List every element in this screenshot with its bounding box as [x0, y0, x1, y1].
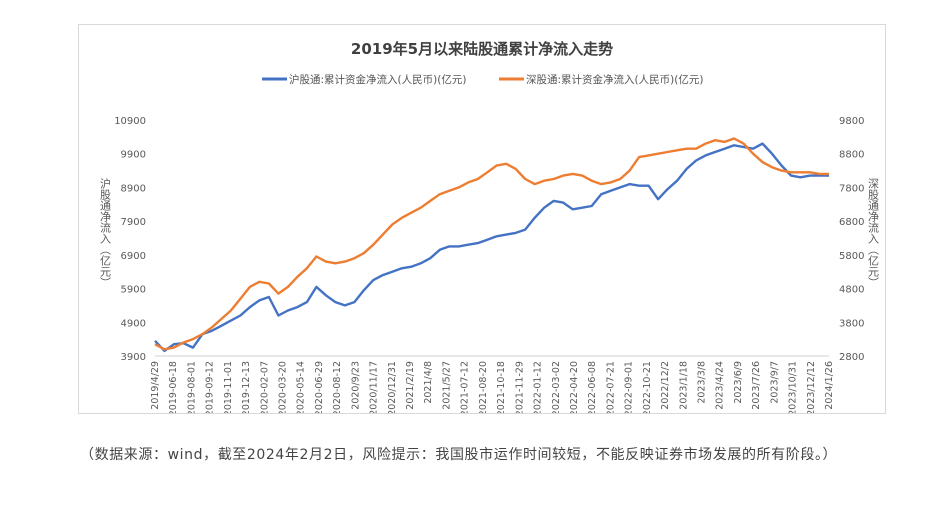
- left-tick-label: 3900: [121, 352, 146, 363]
- left-tick-label: 10900: [114, 116, 146, 127]
- left-tick-label: 4900: [121, 318, 146, 329]
- footnote: （数据来源：wind，截至2024年2月2日，风险提示：我国股市运作时间较短，不…: [80, 447, 838, 463]
- x-tick-label: 2021-08-20: [478, 361, 489, 413]
- right-tick-label: 4800: [839, 285, 864, 296]
- x-tick-label: 2021/4/8: [423, 361, 434, 404]
- x-tick-label: 2023/10/31: [788, 361, 799, 413]
- left-tick-label: 8900: [121, 183, 146, 194]
- x-tick-label: 2021/2/19: [405, 361, 416, 410]
- right-tick-label: 6800: [839, 217, 864, 228]
- x-tick-label: 2022-06-08: [587, 361, 598, 413]
- x-tick-label: 2020-02-07: [259, 361, 270, 413]
- x-tick-label: 2020-06-29: [314, 361, 325, 413]
- x-tick-label: 2023/6/9: [733, 361, 744, 404]
- right-tick-label: 7800: [839, 183, 864, 194]
- x-tick-label: 2023/4/24: [715, 361, 726, 410]
- left-tick-label: 9900: [121, 150, 146, 161]
- x-tick-label: 2022-10-21: [642, 361, 653, 413]
- x-tick-label: 2023/1/18: [678, 361, 689, 410]
- right-tick-label: 9800: [839, 116, 864, 127]
- series-line-shanghai: [154, 142, 829, 353]
- x-tick-label: 2023/7/26: [751, 361, 762, 410]
- legend-label-sh: 沪股通:累计资金净流入(人民币)(亿元): [289, 73, 466, 86]
- x-tick-label: 2022/12/2: [660, 361, 671, 410]
- x-tick-label: 2021-11-29: [514, 361, 525, 413]
- x-tick-label: 2019-06-18: [168, 361, 179, 413]
- x-tick-label: 2022-07-21: [605, 361, 616, 413]
- right-tick-label: 5800: [839, 251, 864, 262]
- chart-frame: 2019年5月以来陆股通累计净流入走势 沪股通:累计资金净流入(人民币)(亿元)…: [78, 24, 886, 414]
- x-axis-ticks: 2019/4/29 2019-06-18 2019-08-01 2019-09-12 2…: [150, 361, 835, 413]
- left-tick-label: 7900: [121, 217, 146, 228]
- x-tick-label: 2019-09-12: [205, 361, 216, 413]
- x-tick-label: 2020-03-20: [278, 361, 289, 413]
- right-axis-ticks: 2800 3800 4800 5800 6800 7800 8800 9800: [839, 116, 864, 363]
- chart-title: 2019年5月以来陆股通累计净流入走势: [351, 40, 613, 58]
- x-tick-label: 2019-11-01: [223, 361, 234, 413]
- x-tick-label: 2021/5/27: [441, 361, 452, 410]
- right-tick-label: 2800: [839, 352, 864, 363]
- x-tick-label: 2019-08-01: [186, 361, 197, 413]
- x-tick-label: 2024/1/26: [824, 361, 835, 410]
- x-tick-label: 2023/9/7: [769, 361, 780, 404]
- left-tick-label: 6900: [121, 251, 146, 262]
- x-tick-label: 2020/12/31: [387, 361, 398, 413]
- x-tick-label: 2020/9/23: [350, 361, 361, 410]
- x-tick-label: 2020-05-14: [296, 361, 307, 413]
- chart-svg: 2019年5月以来陆股通累计净流入走势 沪股通:累计资金净流入(人民币)(亿元)…: [99, 40, 880, 413]
- legend: 沪股通:累计资金净流入(人民币)(亿元) 深股通:累计资金净流入(人民币)(亿元…: [262, 73, 703, 86]
- x-tick-label: 2019/4/29: [150, 361, 161, 410]
- right-axis-label: 深股通净流入（亿元）: [867, 178, 880, 288]
- x-tick-label: 2021-10-18: [496, 361, 507, 413]
- x-tick-label: 2022-04-20: [569, 361, 580, 413]
- right-tick-label: 8800: [839, 150, 864, 161]
- x-tick-label: 2019-12-13: [241, 361, 252, 413]
- x-tick-label: 2022-09-01: [624, 361, 635, 413]
- x-tick-label: 2021-07-12: [460, 361, 471, 413]
- x-tick-label: 2020-08-12: [332, 361, 343, 413]
- x-tick-label: 2020/11/17: [369, 361, 380, 413]
- x-tick-label: 2023/12/12: [806, 361, 817, 413]
- legend-label-sz: 深股通:累计资金净流入(人民币)(亿元): [526, 73, 703, 86]
- right-tick-label: 3800: [839, 318, 864, 329]
- series-line-shenzhen: [154, 137, 829, 351]
- left-tick-label: 5900: [121, 285, 146, 296]
- series-lines: [154, 137, 829, 353]
- x-tick-label: 2023/3/8: [696, 361, 707, 404]
- x-tick-label: 2022-03-02: [551, 361, 562, 413]
- x-tick-label: 2022-01-12: [533, 361, 544, 413]
- left-axis-ticks: 3900 4900 5900 6900 7900 8900 9900 10900: [114, 116, 146, 363]
- left-axis-label: 沪股通净流入（亿元）: [99, 177, 112, 288]
